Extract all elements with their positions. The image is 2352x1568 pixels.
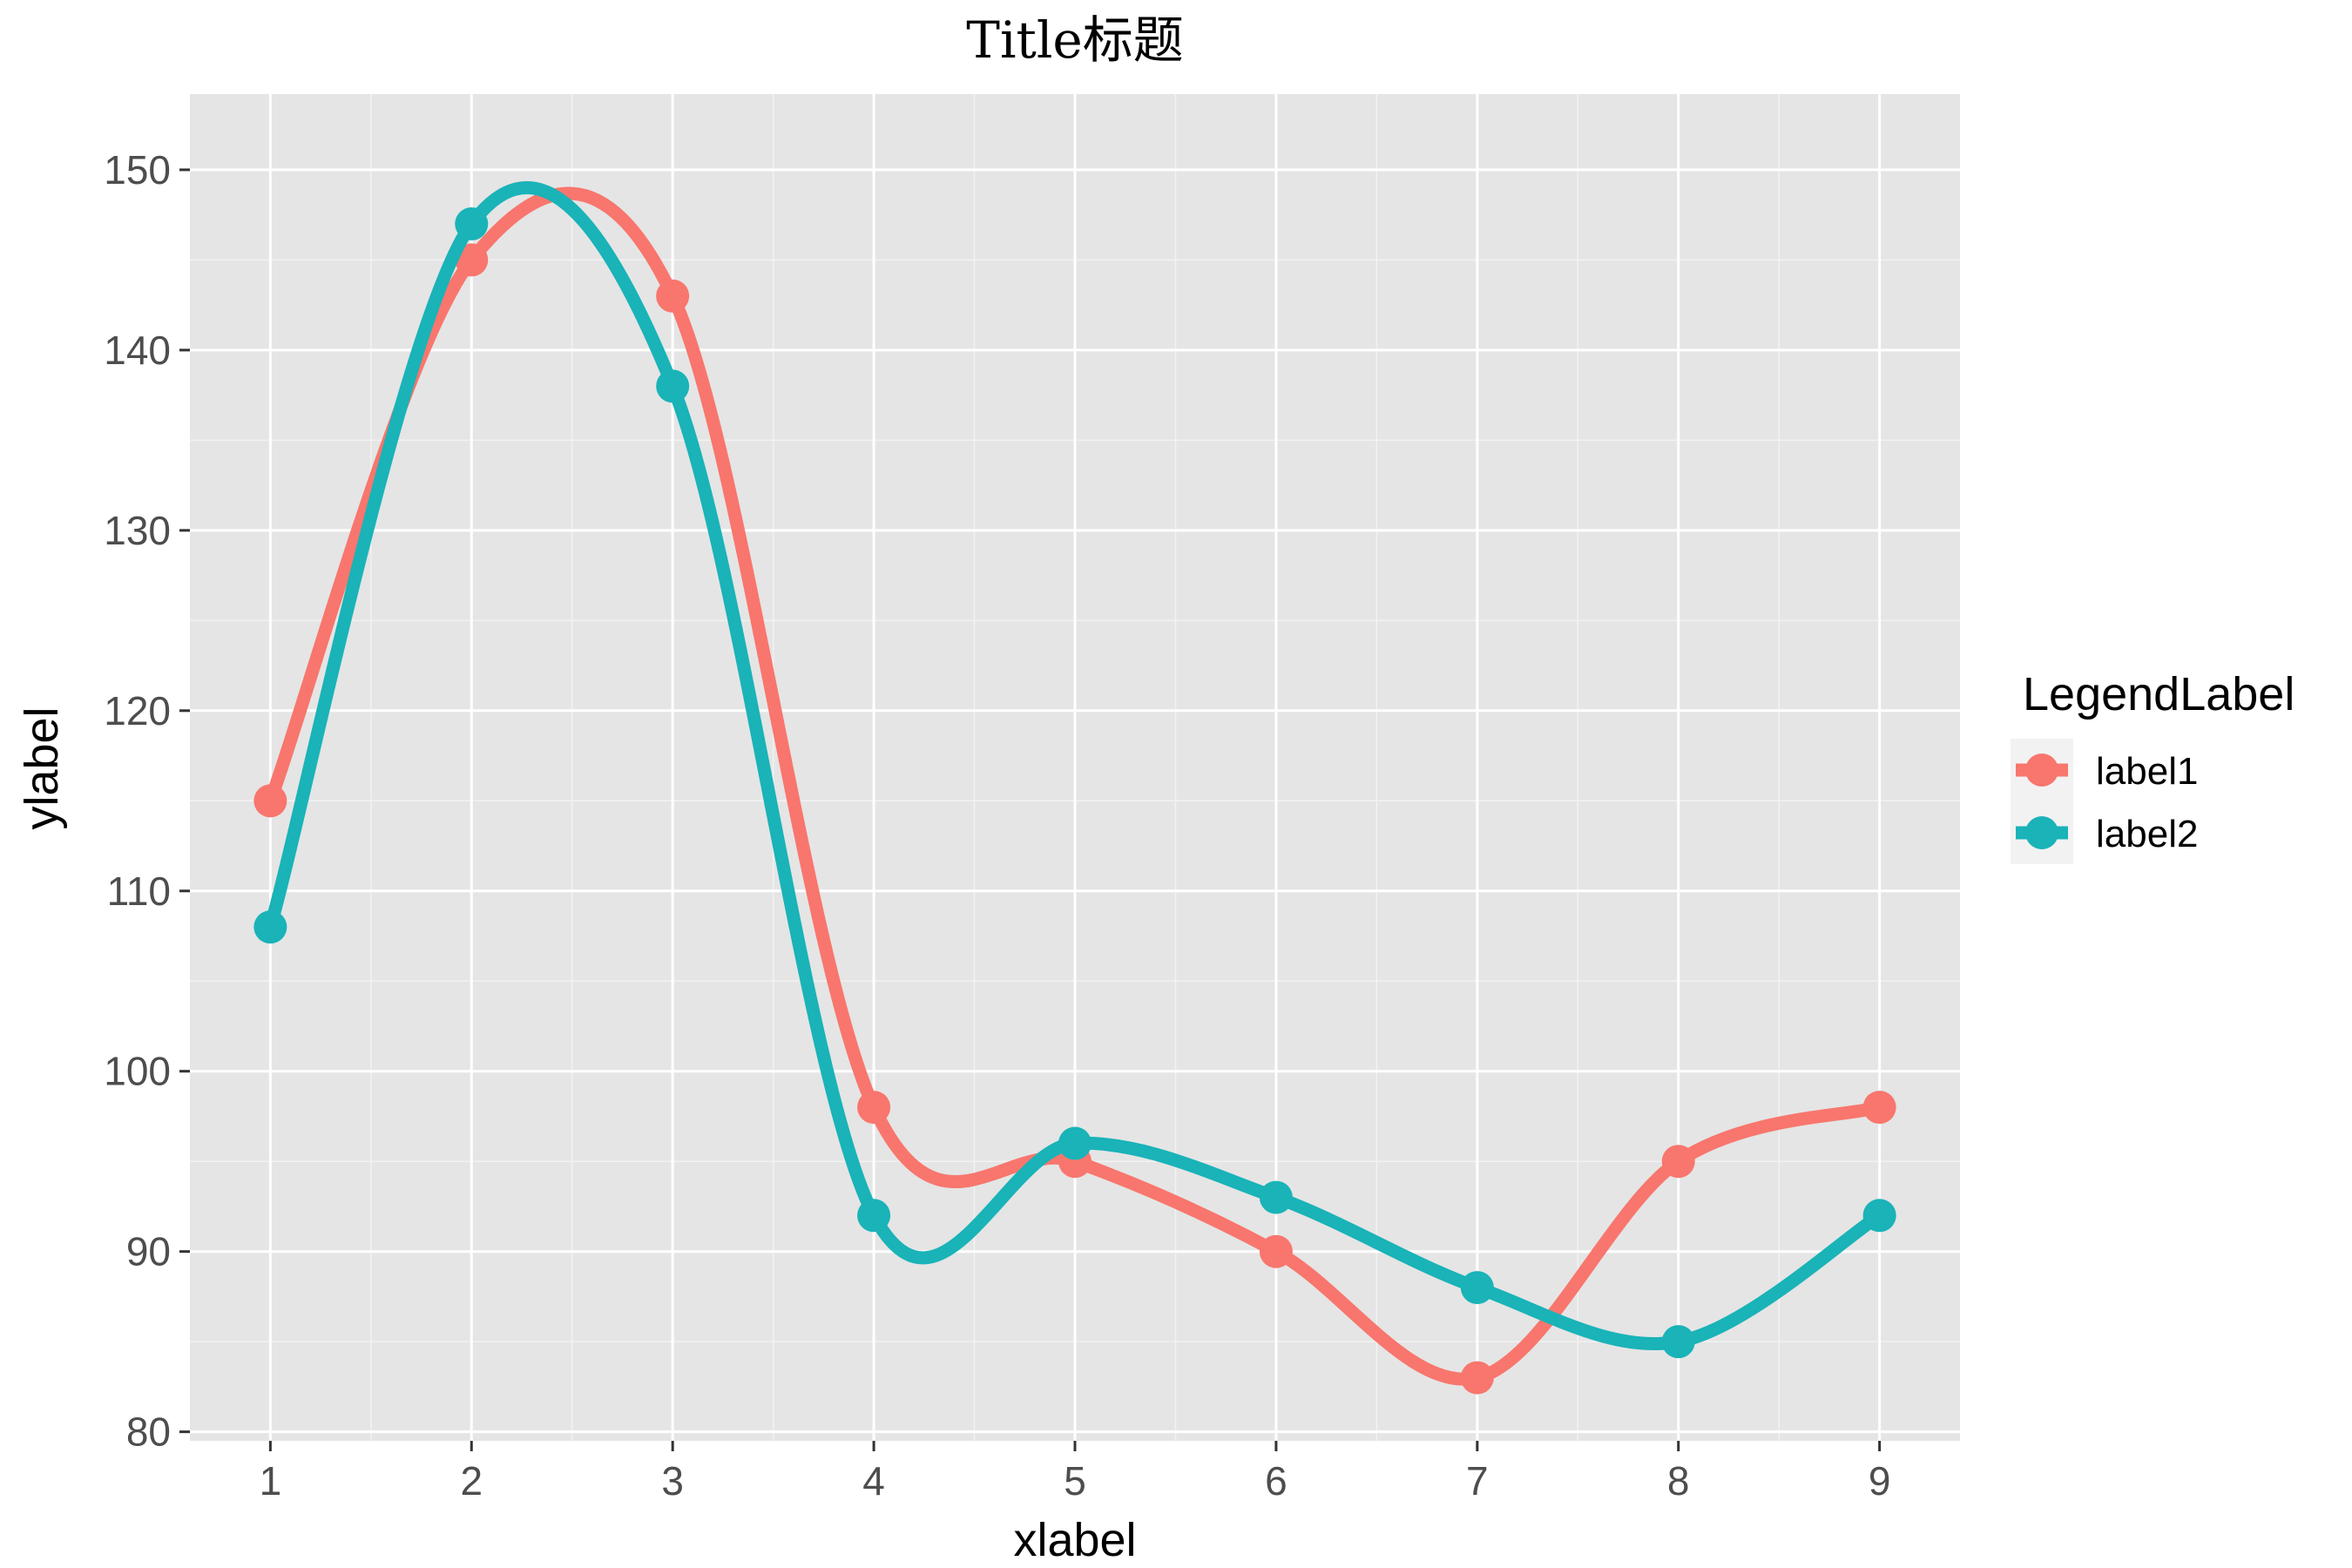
x-tick-label: 8 (1667, 1458, 1690, 1504)
legend-label: label1 (2096, 750, 2198, 793)
x-tick-label: 5 (1064, 1458, 1086, 1504)
y-axis-title: ylabel (16, 706, 68, 829)
data-point-label2 (1259, 1180, 1293, 1214)
x-tick-label: 7 (1466, 1458, 1489, 1504)
data-point-label2 (1058, 1126, 1092, 1160)
x-axis: 1 2 3 4 5 6 7 8 9 (260, 1441, 1891, 1504)
y-axis: 80 90 100 110 120 130 140 150 (104, 147, 190, 1455)
chart-title: Title标题 (966, 10, 1183, 70)
y-tick-label: 110 (107, 868, 171, 914)
y-tick-label: 130 (104, 508, 171, 553)
legend: LegendLabel label1 label2 (2011, 668, 2295, 864)
data-point-label2 (253, 910, 287, 944)
y-tick-label: 100 (104, 1049, 171, 1094)
data-point-label1 (253, 784, 287, 818)
x-tick-label: 2 (460, 1458, 483, 1504)
y-tick-label: 80 (126, 1409, 171, 1455)
y-tick-label: 150 (104, 147, 171, 193)
legend-items: label1 label2 (2011, 739, 2198, 864)
data-point-label1 (656, 279, 690, 313)
data-point-label2 (455, 207, 489, 241)
data-point-label2 (1862, 1199, 1896, 1233)
series-line-label1 (263, 186, 1887, 1386)
data-point-label1 (1259, 1234, 1293, 1268)
legend-title: LegendLabel (2023, 668, 2295, 720)
data-point-label1 (455, 243, 489, 277)
data-point-label1 (1661, 1145, 1695, 1179)
data-point-label2 (857, 1199, 891, 1233)
legend-key-marker (2025, 754, 2058, 787)
x-tick-label: 1 (260, 1458, 282, 1504)
data-point-label2 (656, 369, 690, 403)
x-tick-label: 3 (661, 1458, 684, 1504)
data-point-label2 (1460, 1271, 1494, 1305)
x-tick-label: 6 (1265, 1458, 1288, 1504)
data-point-label1 (1460, 1361, 1494, 1395)
y-tick-label: 120 (104, 688, 171, 733)
data-point-label1 (857, 1091, 891, 1125)
data-point-label2 (1661, 1325, 1695, 1359)
x-axis-title: xlabel (1013, 1514, 1136, 1566)
data-point-label1 (1862, 1091, 1896, 1125)
x-tick-label: 9 (1869, 1458, 1891, 1504)
legend-label: label2 (2096, 813, 2198, 855)
y-tick-label: 140 (104, 328, 171, 373)
y-tick-label: 90 (126, 1229, 171, 1274)
legend-key-marker (2025, 816, 2058, 849)
series-layer (253, 180, 1896, 1395)
x-tick-label: 4 (862, 1458, 885, 1504)
